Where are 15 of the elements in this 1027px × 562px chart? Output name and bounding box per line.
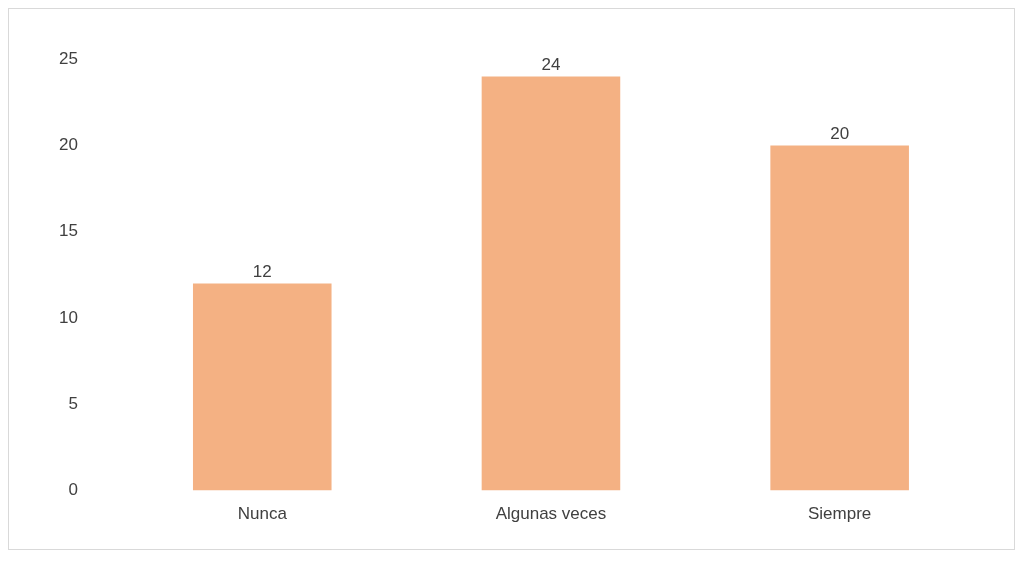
y-tick-label: 20 [58,135,78,155]
y-tick-label: 10 [58,307,78,327]
y-tick-label: 25 [58,48,78,68]
data-label: 24 [541,54,561,74]
bar [192,283,332,491]
y-tick-label: 15 [58,221,78,241]
y-tick-label: 0 [68,480,78,500]
bar [481,76,621,491]
x-tick-label: Nunca [237,504,288,524]
data-label: 12 [252,261,272,281]
x-tick-label: Algunas veces [495,504,607,524]
bar [770,145,909,491]
y-tick-label: 5 [68,394,78,414]
data-label: 20 [830,123,850,143]
x-tick-label: Siempre [808,504,872,524]
